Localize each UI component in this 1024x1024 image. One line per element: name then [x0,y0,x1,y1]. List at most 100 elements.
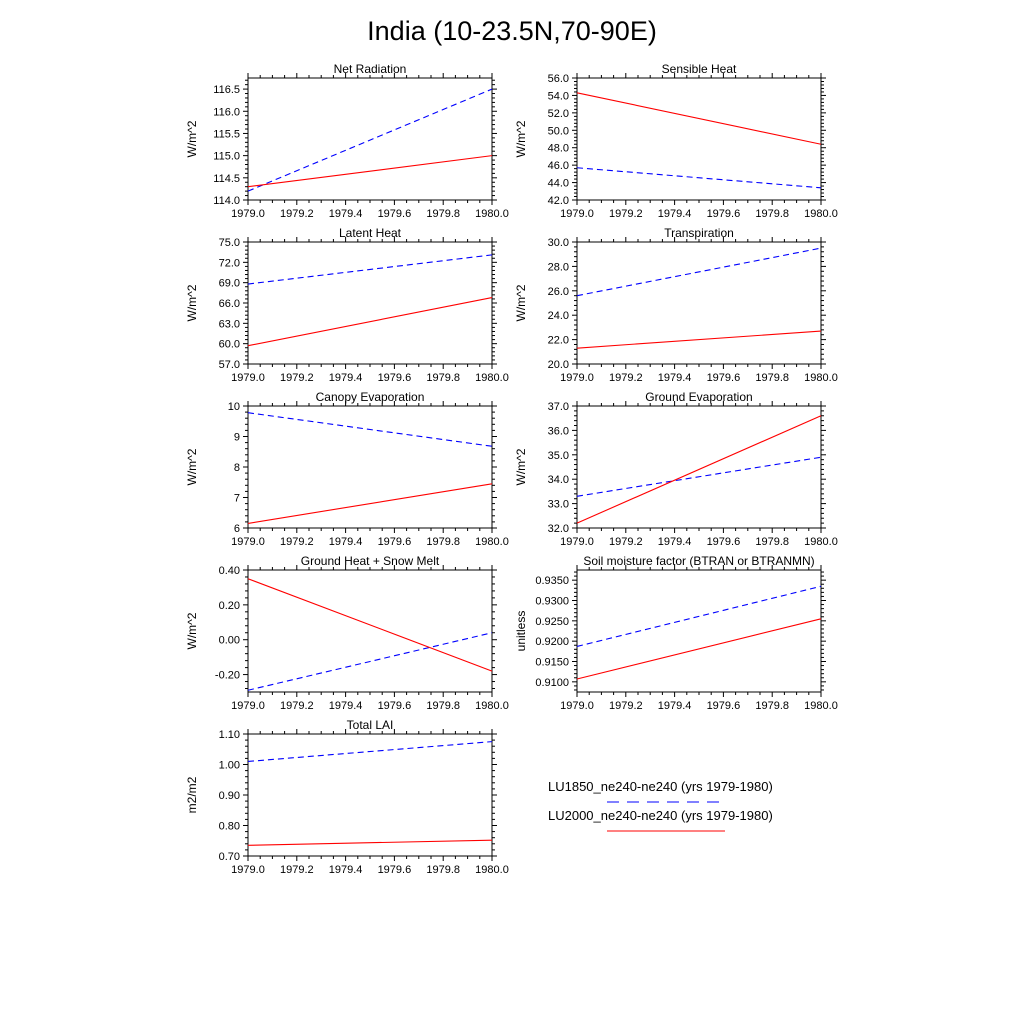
x-tick-label: 1979.6 [378,208,412,220]
series-lu2000-line [576,415,822,524]
x-tick-label: 1979.8 [426,864,460,876]
panel-1: Sensible Heat W/m^2 1979.0 1979.2 1979.4 1979… [514,62,838,220]
x-tick-label: 1979.0 [560,208,594,220]
x-tick-label: 1979.8 [426,536,460,548]
series-lu1850-line [247,741,493,762]
panel-0: Net Radiation W/m^2 1979.0 1979.2 1979.4 1979… [185,62,509,220]
y-tick-label: 0.40 [219,565,240,577]
y-tick-label: 75.0 [219,237,240,249]
x-tick-label: 1979.6 [707,536,741,548]
x-tick-label: 1980.0 [804,208,838,220]
legend-label: LU2000_ne240-ne240 (yrs 1979-1980) [548,808,773,823]
series-lu1850-line [247,88,493,192]
y-tick-label: 30.0 [548,237,569,249]
panel-7: Soil moisture factor (BTRAN or BTRANMN) u… [514,554,838,712]
x-tick-label: 1979.4 [658,372,692,384]
x-tick-label: 1979.6 [707,372,741,384]
y-tick-label: 10 [228,401,240,413]
plot-frame [247,733,493,857]
y-tick-label: 35.0 [548,450,569,462]
figure-title: India (10-23.5N,70-90E) [367,16,657,46]
y-tick-label: 0.00 [219,635,240,647]
y-tick-label: 0.90 [219,790,240,802]
y-tick-label: 0.9100 [535,677,569,689]
plot-frame [247,569,493,693]
panel-title: Ground Heat + Snow Melt [301,554,440,568]
y-tick-label: 42.0 [548,195,569,207]
series-lu2000-line [247,839,493,846]
y-tick-label: 116.0 [213,106,240,118]
y-tick-label: 0.9200 [535,636,569,648]
series-lu1850-line [576,247,822,297]
x-tick-label: 1979.2 [280,372,314,384]
y-tick-label: 26.0 [548,286,569,298]
x-tick-label: 1979.4 [329,864,363,876]
series-lu2000-line [247,297,493,347]
y-tick-label: 22.0 [548,335,569,347]
y-tick-label: 52.0 [548,108,569,120]
y-axis-label: W/m^2 [514,448,528,485]
x-tick-label: 1979.8 [755,208,789,220]
x-tick-label: 1979.2 [280,700,314,712]
y-axis-label: W/m^2 [185,448,199,485]
panel-title: Soil moisture factor (BTRAN or BTRANMN) [583,554,814,568]
y-axis-label: W/m^2 [185,120,199,157]
series-lu2000-line [247,483,493,524]
y-tick-label: -0.20 [215,670,240,682]
y-tick-label: 48.0 [548,143,569,155]
x-tick-label: 1979.6 [707,208,741,220]
x-tick-label: 1979.4 [329,372,363,384]
y-axis-label: W/m^2 [185,284,199,321]
x-tick-label: 1979.0 [231,372,265,384]
y-tick-label: 7 [234,493,240,505]
x-tick-label: 1979.0 [231,208,265,220]
panel-title: Sensible Heat [662,62,737,76]
series-lu1850-line [247,632,493,691]
y-tick-label: 0.9350 [535,575,569,587]
x-tick-label: 1979.2 [609,372,643,384]
panel-title: Transpiration [664,226,734,240]
y-tick-label: 57.0 [219,359,240,371]
y-tick-label: 33.0 [548,499,569,511]
x-tick-label: 1979.4 [329,536,363,548]
plot-frame [576,77,822,201]
panel-6: Ground Heat + Snow Melt W/m^2 1979.0 1979.2… [185,554,509,712]
series-lu1850-line [576,167,822,189]
x-tick-label: 1979.8 [755,372,789,384]
series-lu2000-line [576,330,822,349]
y-tick-label: 115.5 [213,128,240,140]
x-tick-label: 1979.6 [378,864,412,876]
x-tick-label: 1979.8 [426,208,460,220]
y-tick-label: 0.20 [219,600,240,612]
series-lu2000-line [247,578,493,672]
y-tick-label: 1.00 [219,760,240,772]
x-tick-label: 1980.0 [804,700,838,712]
panel-5: Ground Evaporation W/m^2 1979.0 1979.2 1979.… [514,390,838,548]
panel-4: Canopy Evaporation W/m^2 1979.0 1979.2 1979.… [185,390,509,548]
panel-3: Transpiration W/m^2 1979.0 1979.2 1979.4 1979… [514,226,838,384]
y-axis-label: W/m^2 [514,120,528,157]
y-axis-label: m2/m2 [185,776,199,813]
x-tick-label: 1979.2 [609,208,643,220]
x-tick-label: 1979.0 [231,864,265,876]
plot-frame [576,405,822,529]
x-tick-label: 1979.8 [755,536,789,548]
y-tick-label: 44.0 [548,178,569,190]
x-tick-label: 1979.2 [609,536,643,548]
series-lu1850-line [576,456,822,497]
x-tick-label: 1979.4 [329,700,363,712]
panels: Net Radiation W/m^2 1979.0 1979.2 1979.4 1979… [185,62,838,876]
x-tick-label: 1979.2 [280,208,314,220]
y-tick-label: 114.5 [213,173,240,185]
y-tick-label: 69.0 [219,278,240,290]
y-tick-label: 8 [234,462,240,474]
y-axis-label: W/m^2 [185,612,199,649]
x-tick-label: 1980.0 [475,700,509,712]
panel-2: Latent Heat W/m^2 1979.0 1979.2 1979.4 1979.6… [185,226,509,384]
x-tick-label: 1980.0 [475,864,509,876]
plot-frame [247,405,493,529]
panel-title: Net Radiation [334,62,407,76]
y-tick-label: 34.0 [548,474,569,486]
series-lu2000-line [576,92,822,145]
x-tick-label: 1979.4 [658,536,692,548]
